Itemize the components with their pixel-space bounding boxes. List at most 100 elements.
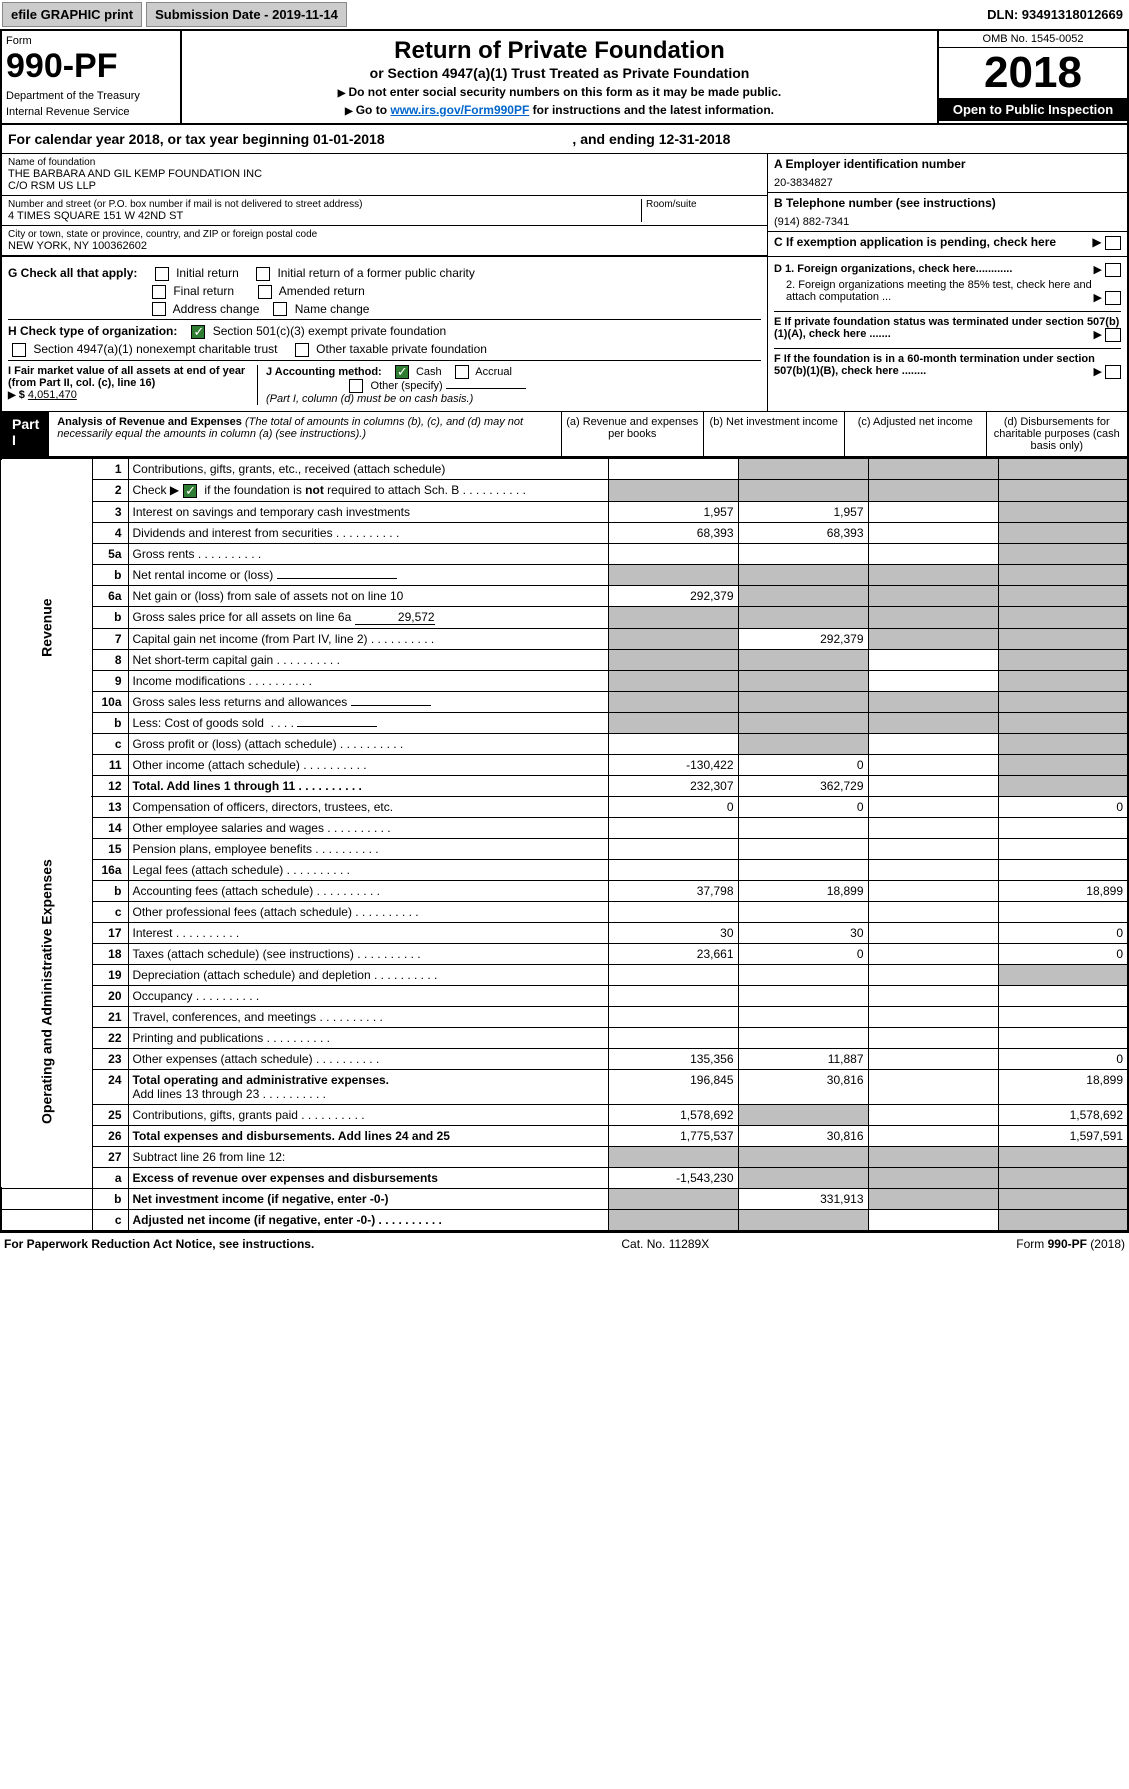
table-row: 27Subtract line 26 from line 12:: [1, 1146, 1128, 1167]
table-row: 8Net short-term capital gain: [1, 649, 1128, 670]
cell-val: 0: [998, 1048, 1128, 1069]
checkbox-4947a1[interactable]: [12, 343, 26, 357]
checkbox-final-return[interactable]: [152, 285, 166, 299]
form-label: Form: [6, 35, 176, 47]
table-row: 26Total expenses and disbursements. Add …: [1, 1125, 1128, 1146]
phone-label: B Telephone number (see instructions): [774, 196, 1121, 210]
part1-table: Revenue 1Contributions, gifts, grants, e…: [0, 458, 1129, 1232]
line-desc: Income modifications: [128, 670, 608, 691]
name-label: Name of foundation: [8, 157, 761, 168]
line-desc: Gross sales less returns and allowances: [128, 691, 608, 712]
blank-line: [351, 705, 431, 706]
table-row: 25Contributions, gifts, grants paid1,578…: [1, 1104, 1128, 1125]
checkbox-c[interactable]: [1105, 236, 1121, 250]
table-row: Operating and Administrative Expenses 13…: [1, 796, 1128, 817]
h-o2: Section 4947(a)(1) nonexempt charitable …: [33, 342, 277, 356]
table-row: bGross sales price for all assets on lin…: [1, 606, 1128, 628]
checkbox-initial-return[interactable]: [155, 267, 169, 281]
checkbox-sch-b[interactable]: [183, 484, 197, 498]
catalog-number: Cat. No. 11289X: [621, 1237, 709, 1251]
line-desc: Printing and publications: [128, 1027, 608, 1048]
j-accrual: Accrual: [475, 366, 512, 378]
table-row: 17Interest30300: [1, 922, 1128, 943]
table-row: cGross profit or (loss) (attach schedule…: [1, 733, 1128, 754]
checkbox-accrual[interactable]: [455, 365, 469, 379]
checkbox-d2[interactable]: [1105, 291, 1121, 305]
check-section: G Check all that apply: Initial return I…: [0, 256, 1129, 411]
cell-val: 232,307: [608, 775, 738, 796]
line-desc: Less: Cost of goods sold . . . .: [128, 712, 608, 733]
checkbox-initial-former[interactable]: [256, 267, 270, 281]
i-arrow: $: [8, 389, 25, 401]
g-i2: Initial return of a former public charit…: [277, 266, 474, 280]
line-desc: Excess of revenue over expenses and disb…: [128, 1167, 608, 1188]
line-num: 3: [92, 501, 128, 522]
efile-print-button[interactable]: efile GRAPHIC print: [2, 2, 142, 27]
checkbox-e[interactable]: [1105, 328, 1121, 342]
d2-row: 2. Foreign organizations meeting the 85%…: [774, 279, 1121, 303]
h-o1: Section 501(c)(3) exempt private foundat…: [213, 324, 446, 338]
g-row-2: Final return Amended return: [8, 284, 761, 299]
checkbox-501c3[interactable]: [191, 325, 205, 339]
line-desc: Other expenses (attach schedule): [128, 1048, 608, 1069]
f-label: F If the foundation is in a 60-month ter…: [774, 353, 1095, 377]
line-desc: Contributions, gifts, grants paid: [128, 1104, 608, 1125]
line-num: b: [92, 1188, 128, 1209]
cell-val: -1,543,230: [608, 1167, 738, 1188]
line-desc: Accounting fees (attach schedule): [128, 880, 608, 901]
table-row: 19Depreciation (attach schedule) and dep…: [1, 964, 1128, 985]
table-row: 7Capital gain net income (from Part IV, …: [1, 628, 1128, 649]
table-row: 10aGross sales less returns and allowanc…: [1, 691, 1128, 712]
line-num: b: [92, 564, 128, 585]
c-label: C If exemption application is pending, c…: [774, 235, 1056, 249]
j-note: (Part I, column (d) must be on cash basi…: [266, 393, 473, 405]
h-row-2: Section 4947(a)(1) nonexempt charitable …: [8, 342, 761, 357]
line-desc: Net gain or (loss) from sale of assets n…: [128, 585, 608, 606]
cell-val: 1,597,591: [998, 1125, 1128, 1146]
phone-val: (914) 882-7341: [774, 216, 1121, 228]
cell-val: 30: [608, 922, 738, 943]
cell-val: 331,913: [738, 1188, 868, 1209]
line-desc: Total operating and administrative expen…: [128, 1069, 608, 1104]
checkbox-cash[interactable]: [395, 365, 409, 379]
line-desc: Interest on savings and temporary cash i…: [128, 501, 608, 522]
cell-val: 292,379: [738, 628, 868, 649]
line-num: 18: [92, 943, 128, 964]
checkbox-name-change[interactable]: [273, 302, 287, 316]
checkbox-address-change[interactable]: [152, 302, 166, 316]
checkbox-other-taxable[interactable]: [295, 343, 309, 357]
col-b-header: (b) Net investment income: [704, 412, 846, 456]
e-label: E If private foundation status was termi…: [774, 316, 1119, 340]
checkbox-amended-return[interactable]: [258, 285, 272, 299]
instr-ssn: Do not enter social security numbers on …: [188, 85, 931, 99]
table-row: 15Pension plans, employee benefits: [1, 838, 1128, 859]
submission-date-button[interactable]: Submission Date - 2019-11-14: [146, 2, 347, 27]
r2a: Check: [133, 483, 170, 497]
cell-val: 1,775,537: [608, 1125, 738, 1146]
g-label: G Check all that apply:: [8, 266, 137, 280]
cell-val: 11,887: [738, 1048, 868, 1069]
cell-val: 18,899: [738, 880, 868, 901]
part1-desc: Analysis of Revenue and Expenses (The to…: [49, 412, 561, 456]
table-row: 5aGross rents: [1, 543, 1128, 564]
blank-line: [277, 578, 397, 579]
form990pf-link[interactable]: www.irs.gov/Form990PF: [390, 103, 529, 117]
dept-treasury: Department of the Treasury: [6, 90, 176, 102]
line-desc: Compensation of officers, directors, tru…: [128, 796, 608, 817]
cell-val: 1,578,692: [998, 1104, 1128, 1125]
checkbox-d1[interactable]: [1105, 263, 1121, 277]
cell-val: 196,845: [608, 1069, 738, 1104]
g-row-3: Address change Name change: [8, 302, 761, 317]
table-row: 20Occupancy: [1, 985, 1128, 1006]
checkbox-f[interactable]: [1105, 365, 1121, 379]
line-num: 7: [92, 628, 128, 649]
cell-val: 30,816: [738, 1125, 868, 1146]
checkbox-other-method[interactable]: [349, 379, 363, 393]
cal-begin: 01-01-2018: [313, 131, 385, 147]
table-row: 4Dividends and interest from securities6…: [1, 522, 1128, 543]
form-subtitle: or Section 4947(a)(1) Trust Treated as P…: [188, 65, 931, 81]
line-num: 10a: [92, 691, 128, 712]
cell-val: 18,899: [998, 1069, 1128, 1104]
line-num: 2: [92, 480, 128, 502]
dln-label: DLN: 93491318012669: [987, 7, 1127, 22]
